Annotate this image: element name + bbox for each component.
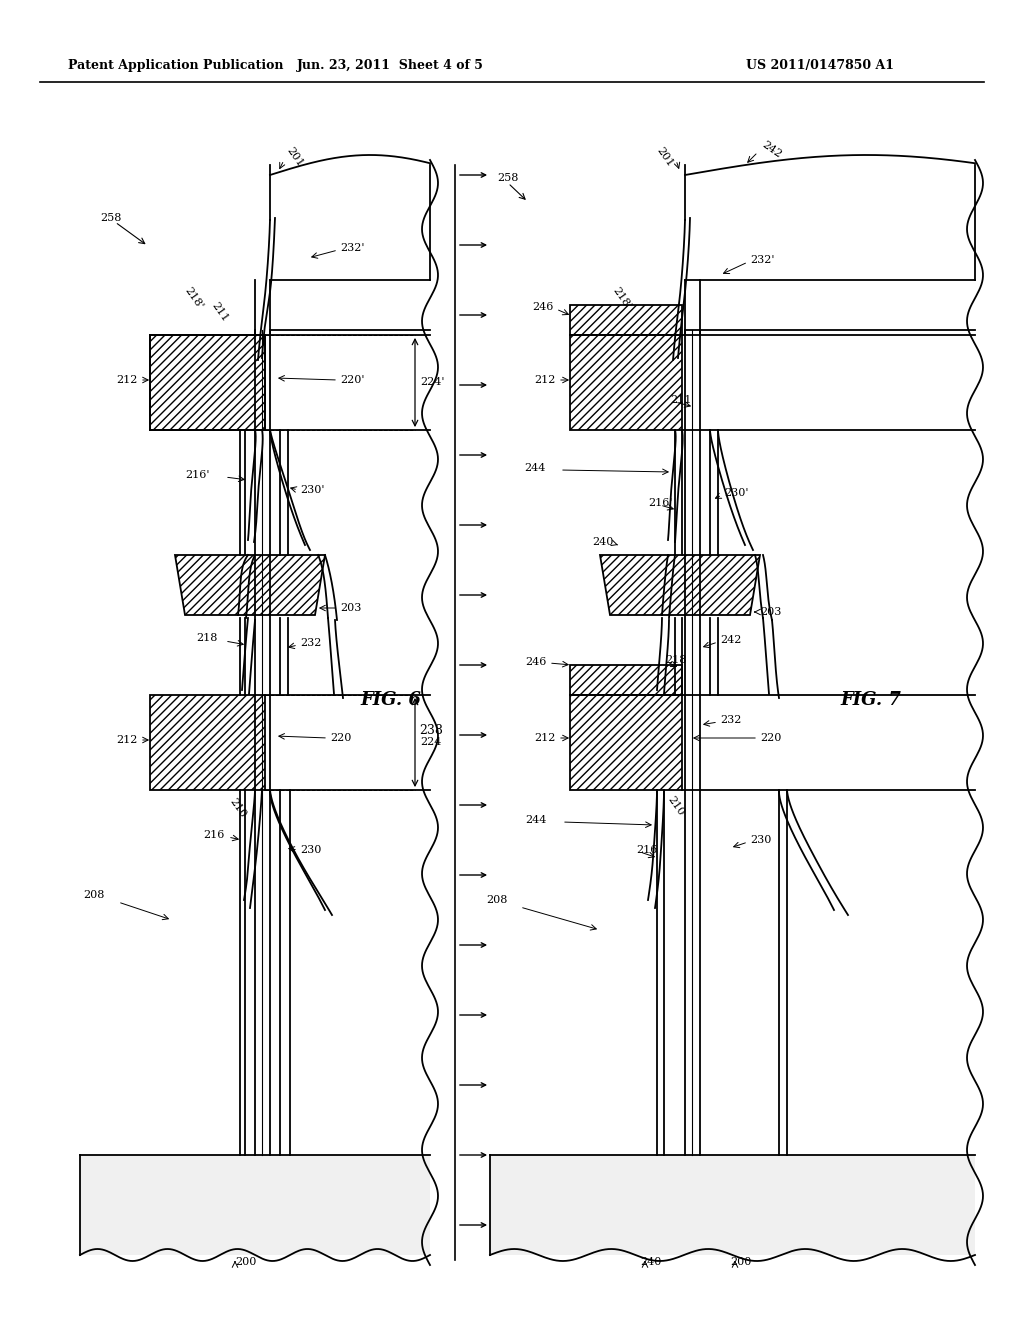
- Text: 208: 208: [486, 895, 508, 906]
- Text: 210: 210: [666, 795, 686, 817]
- Text: 203: 203: [340, 603, 361, 612]
- Text: US 2011/0147850 A1: US 2011/0147850 A1: [746, 58, 894, 71]
- Text: 200: 200: [234, 1257, 256, 1267]
- Text: Jun. 23, 2011  Sheet 4 of 5: Jun. 23, 2011 Sheet 4 of 5: [297, 58, 483, 71]
- Text: Patent Application Publication: Patent Application Publication: [68, 58, 284, 71]
- Text: 212: 212: [117, 735, 138, 744]
- Bar: [570, 335, 682, 430]
- Text: 216': 216': [648, 498, 673, 508]
- Text: 201: 201: [654, 145, 675, 169]
- Bar: [150, 696, 265, 789]
- Text: 230: 230: [750, 836, 771, 845]
- Text: 220: 220: [760, 733, 781, 743]
- Text: 220': 220': [340, 375, 365, 385]
- Text: 211: 211: [670, 395, 691, 405]
- Text: 246: 246: [532, 302, 554, 312]
- Bar: [150, 335, 265, 430]
- Text: 203: 203: [760, 607, 781, 616]
- Text: 218: 218: [197, 634, 218, 643]
- Text: 216': 216': [185, 470, 210, 480]
- Bar: [80, 1155, 430, 1255]
- Text: 220: 220: [330, 733, 351, 743]
- Text: 258: 258: [100, 213, 122, 223]
- Text: 218': 218': [182, 285, 205, 312]
- Bar: [570, 305, 682, 335]
- Bar: [570, 696, 682, 789]
- Text: 240: 240: [640, 1257, 662, 1267]
- Text: 200: 200: [730, 1257, 752, 1267]
- Text: 244: 244: [524, 463, 546, 473]
- Text: 218: 218: [665, 655, 686, 665]
- Bar: [490, 1155, 975, 1255]
- Text: 212: 212: [535, 375, 556, 385]
- Text: 230: 230: [300, 845, 322, 855]
- Text: 224: 224: [420, 737, 441, 747]
- Text: 240: 240: [593, 537, 614, 546]
- Bar: [570, 665, 682, 696]
- Text: 246: 246: [525, 657, 547, 667]
- Text: 232: 232: [300, 638, 322, 648]
- Text: 242: 242: [720, 635, 741, 645]
- Text: 210: 210: [227, 796, 248, 820]
- Text: 218': 218': [610, 285, 633, 312]
- Text: 238: 238: [419, 723, 443, 737]
- Text: 208: 208: [84, 890, 105, 900]
- Text: 201: 201: [285, 145, 305, 169]
- Text: 230': 230': [724, 488, 749, 498]
- Text: 212: 212: [117, 375, 138, 385]
- Text: 212: 212: [535, 733, 556, 743]
- Text: 242: 242: [760, 140, 783, 160]
- Text: 230': 230': [300, 484, 325, 495]
- Text: FIG. 7: FIG. 7: [840, 690, 901, 709]
- Text: 232': 232': [750, 255, 774, 265]
- Text: 232: 232: [720, 715, 741, 725]
- Text: 232': 232': [340, 243, 365, 253]
- Text: 244: 244: [525, 814, 547, 825]
- Text: 216: 216: [204, 830, 225, 840]
- Text: FIG. 6: FIG. 6: [360, 690, 421, 709]
- Text: 258: 258: [497, 173, 518, 183]
- Text: 211: 211: [210, 301, 230, 323]
- Text: 216: 216: [636, 845, 657, 855]
- Text: 224': 224': [420, 378, 444, 387]
